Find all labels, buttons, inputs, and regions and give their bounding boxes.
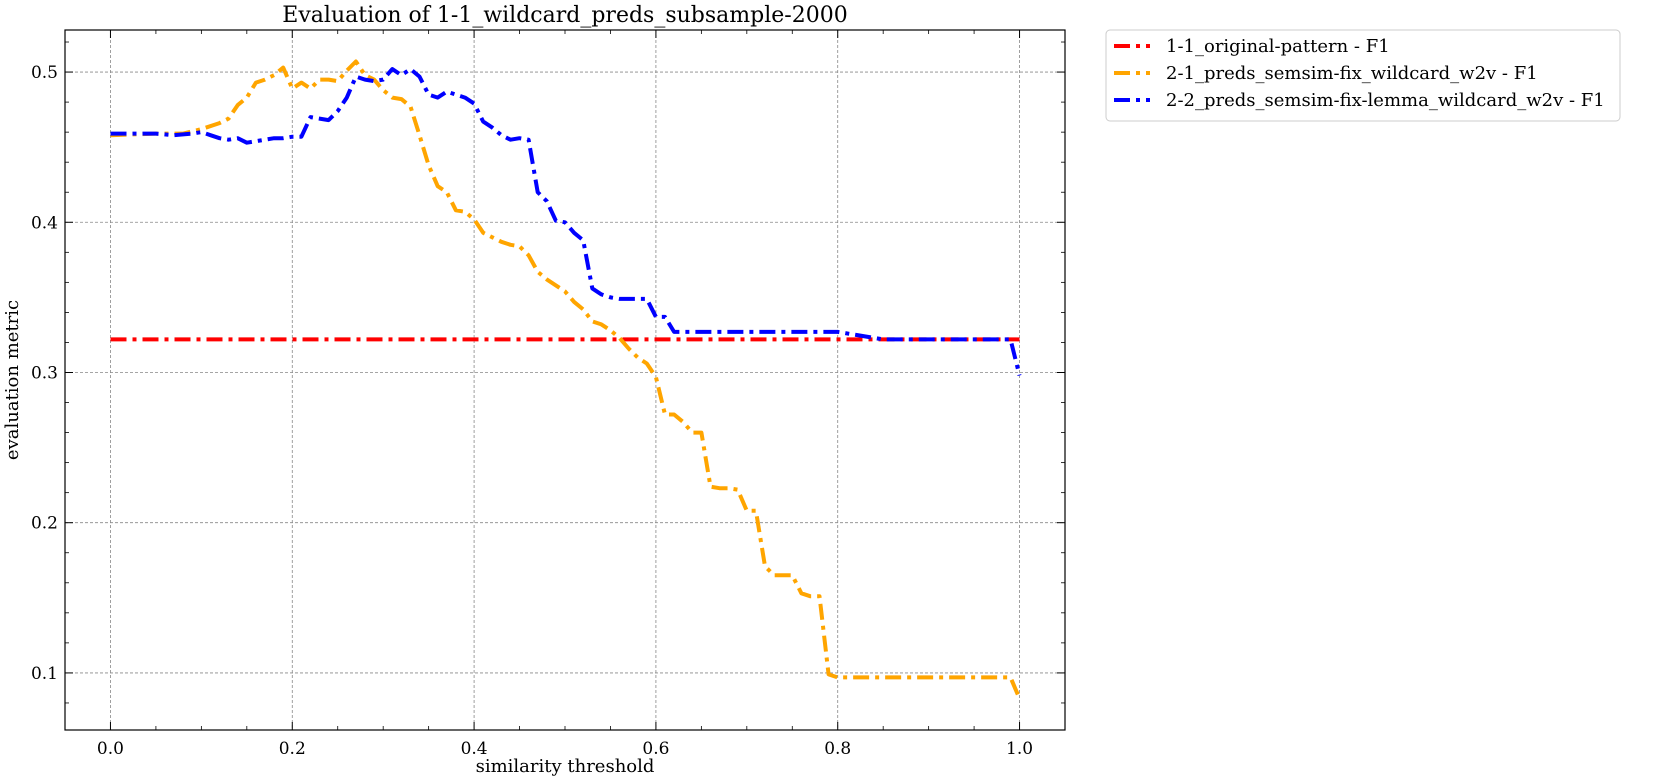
y-tick-label: 0.2 <box>31 514 58 534</box>
x-tick-label: 1.0 <box>1006 739 1033 759</box>
y-tick-label: 0.1 <box>31 664 58 684</box>
y-axis-title: evaluation metric <box>2 300 23 460</box>
series-line-2 <box>110 59 1022 700</box>
x-tick-label: 0.6 <box>642 739 669 759</box>
legend-entries: 1-1_original-pattern - F1 2-1_preds_semsi… <box>1114 36 1605 111</box>
legend-label-2: 2-1_preds_semsim-fix_wildcard_w2v - F1 <box>1166 63 1538 84</box>
x-tick-label: 0.2 <box>279 739 306 759</box>
legend-label-3: 2-2_preds_semsim-fix-lemma_wildcard_w2v … <box>1166 90 1605 111</box>
x-tick-label: 0.8 <box>824 739 851 759</box>
axis-ticks: 0.0 0.2 0.4 0.6 0.8 1.0 0.1 0.2 0.3 0.4 0.5 <box>31 30 1066 759</box>
x-tick-label: 0.0 <box>97 739 124 759</box>
legend-label-1: 1-1_original-pattern - F1 <box>1166 36 1390 57</box>
y-tick-label: 0.4 <box>31 213 58 233</box>
plot-lines <box>110 59 1022 700</box>
y-tick-label: 0.3 <box>31 363 58 383</box>
chart-title: Evaluation of 1-1_wildcard_preds_subsamp… <box>282 3 847 28</box>
x-axis-title: similarity threshold <box>476 756 655 777</box>
legend-box <box>1105 29 1621 122</box>
series-line-3 <box>110 67 1022 376</box>
legend: 1-1_original-pattern - F1 2-1_preds_semsi… <box>1105 29 1621 122</box>
y-tick-label: 0.5 <box>31 63 58 83</box>
x-tick-label: 0.4 <box>461 739 488 759</box>
